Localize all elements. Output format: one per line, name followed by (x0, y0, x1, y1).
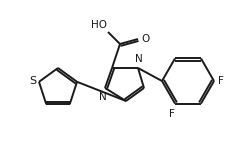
Text: F: F (217, 76, 223, 86)
Text: HO: HO (91, 20, 106, 30)
Text: O: O (140, 34, 149, 44)
Text: N: N (134, 54, 142, 64)
Text: F: F (168, 109, 174, 119)
Text: N: N (99, 92, 106, 102)
Text: S: S (29, 76, 36, 86)
